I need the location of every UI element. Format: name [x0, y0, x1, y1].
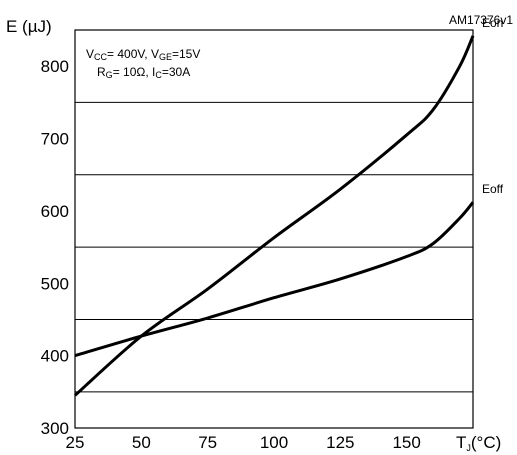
cond-line1-part-4: =15V: [172, 47, 200, 61]
x-tick-label-100: 100: [260, 433, 288, 452]
cond-line2-part-1: G: [106, 70, 113, 80]
series-label-eon: Eon: [482, 16, 503, 30]
x-tick-label-50: 50: [132, 433, 151, 452]
x-axis-label-unit: (°C): [471, 433, 501, 452]
cond-line2-part-3: C: [155, 70, 162, 80]
plot-area-border: [74, 29, 474, 429]
tick-labels: 300 400 500 600 700 800 25 50 75 100 125 150: [41, 57, 421, 452]
x-tick-label-75: 75: [198, 433, 217, 452]
figure-id: AM17376v1: [449, 13, 513, 27]
series-line-eon: [73, 35, 475, 397]
y-tick-label-300: 300: [41, 419, 69, 438]
cond-line1-part-2: = 400V, V: [107, 47, 159, 61]
y-axis-label: E (µJ): [6, 17, 52, 36]
series-label-eoff: Eoff: [482, 182, 504, 196]
cond-line1-part-3: GE: [159, 52, 172, 62]
cond-line2-part-2: = 10Ω, I: [113, 65, 156, 79]
x-tick-label-25: 25: [66, 433, 85, 452]
x-axis-label-sub: J: [466, 443, 471, 453]
conditions-line-1: VCC= 400V, VGE=15V: [86, 47, 200, 62]
cond-line2-part-4: =30A: [162, 65, 190, 79]
grid-lines: [75, 29, 473, 393]
conditions-box: [78, 44, 242, 82]
series-line-eoff: [74, 201, 475, 358]
series-lines: Eon Eoff: [73, 16, 504, 397]
y-tick-label-400: 400: [41, 347, 69, 366]
cond-line1-part-0: V: [86, 47, 94, 61]
y-tick-label-700: 700: [41, 130, 69, 149]
y-tick-label-500: 500: [41, 274, 69, 293]
x-axis-label-main: T: [456, 433, 466, 452]
y-tick-label-600: 600: [41, 202, 69, 221]
cond-line2-part-0: R: [97, 65, 106, 79]
x-tick-label-150: 150: [392, 433, 420, 452]
y-tick-label-800: 800: [41, 57, 69, 76]
conditions-line-2: RG= 10Ω, IC=30A: [97, 65, 190, 80]
cond-line1-part-1: CC: [94, 52, 107, 62]
x-axis-label: TJ(°C): [456, 433, 501, 453]
x-tick-label-125: 125: [326, 433, 354, 452]
